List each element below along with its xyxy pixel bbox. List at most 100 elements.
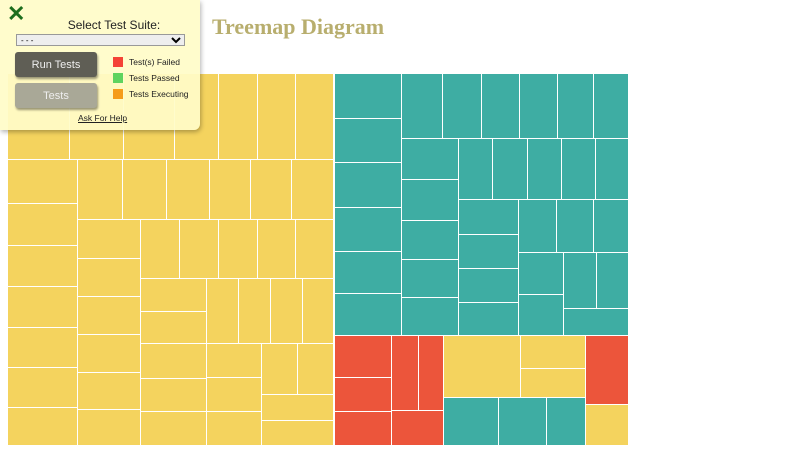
treemap-tile-pending[interactable] [140, 411, 207, 446]
legend-label: Test(s) Failed [129, 57, 181, 67]
treemap-tile-passed[interactable] [593, 73, 629, 139]
treemap-tile-passed[interactable] [518, 252, 564, 295]
treemap-tile-pending[interactable] [585, 404, 629, 446]
treemap-tile-passed[interactable] [563, 308, 629, 336]
treemap-tile-pending[interactable] [7, 407, 78, 446]
treemap-tile-pending[interactable] [7, 203, 78, 246]
treemap-tile-pending[interactable] [291, 159, 334, 220]
treemap-tile-failed[interactable] [334, 377, 392, 412]
treemap-tile-pending[interactable] [77, 296, 141, 335]
treemap-tile-pending[interactable] [7, 245, 78, 287]
treemap-tile-passed[interactable] [334, 162, 402, 208]
treemap-tile-pending[interactable] [297, 343, 334, 395]
treemap-tile-pending[interactable] [206, 343, 262, 378]
treemap-tile-failed[interactable] [391, 410, 444, 446]
ask-for-help-link[interactable]: Ask For Help [78, 113, 128, 123]
treemap-tile-pending[interactable] [295, 219, 334, 279]
treemap-tile-pending[interactable] [270, 278, 303, 344]
treemap-tile-pending[interactable] [261, 394, 334, 421]
treemap-tile-passed[interactable] [458, 234, 519, 269]
treemap-tile-passed[interactable] [595, 138, 629, 200]
treemap-tile-passed[interactable] [557, 73, 594, 139]
treemap-tile-pending[interactable] [140, 311, 207, 344]
tests-button[interactable]: Tests [15, 83, 97, 108]
treemap-tile-pending[interactable] [77, 159, 123, 220]
close-icon[interactable]: ✕ [7, 1, 26, 26]
treemap-tile-passed[interactable] [596, 252, 629, 309]
treemap-tile-passed[interactable] [546, 397, 586, 446]
treemap-tile-pending[interactable] [77, 219, 141, 259]
treemap-tile-passed[interactable] [498, 397, 547, 446]
treemap-tile-failed[interactable] [334, 411, 392, 446]
run-tests-button[interactable]: Run Tests [15, 52, 97, 77]
treemap-tile-passed[interactable] [492, 138, 528, 200]
treemap-tile-passed[interactable] [334, 251, 402, 294]
treemap-tile-pending[interactable] [206, 278, 239, 344]
test-suite-select[interactable]: - - - [16, 34, 185, 46]
treemap-tile-pending[interactable] [302, 278, 334, 344]
treemap-tile-passed[interactable] [593, 199, 629, 253]
treemap-tile-failed[interactable] [334, 335, 392, 378]
treemap-tile-passed[interactable] [401, 138, 459, 180]
treemap-tile-pending[interactable] [218, 219, 258, 279]
treemap-tile-passed[interactable] [401, 179, 459, 221]
treemap-tile-passed[interactable] [334, 118, 402, 163]
treemap-tile-passed[interactable] [518, 294, 564, 336]
treemap-tile-pending[interactable] [218, 73, 258, 160]
treemap-tile-pending[interactable] [520, 368, 586, 398]
treemap-tile-pending[interactable] [140, 278, 207, 312]
treemap-tile-passed[interactable] [334, 293, 402, 336]
treemap-tile-pending[interactable] [238, 278, 271, 344]
treemap-tile-passed[interactable] [527, 138, 562, 200]
treemap-tile-pending[interactable] [122, 159, 167, 220]
treemap-tile-pending[interactable] [520, 335, 586, 369]
treemap-tile-pending[interactable] [209, 159, 251, 220]
treemap-tile-passed[interactable] [334, 73, 402, 119]
treemap-tile-pending[interactable] [179, 219, 219, 279]
treemap-tile-pending[interactable] [7, 367, 78, 408]
treemap-tile-passed[interactable] [458, 138, 493, 200]
treemap-tile-passed[interactable] [458, 268, 519, 303]
treemap-tile-pending[interactable] [140, 343, 207, 379]
treemap-tile-pending[interactable] [295, 73, 334, 160]
treemap-tile-pending[interactable] [77, 372, 141, 410]
treemap-tile-pending[interactable] [77, 409, 141, 446]
treemap-tile-pending[interactable] [166, 159, 210, 220]
treemap-tile-passed[interactable] [401, 297, 459, 336]
treemap-tile-pending[interactable] [77, 258, 141, 297]
treemap-tile-passed[interactable] [458, 199, 519, 235]
treemap-tile-passed[interactable] [561, 138, 596, 200]
treemap-tile-passed[interactable] [519, 73, 558, 139]
legend-passed: Tests Passed [113, 73, 180, 83]
treemap-tile-failed[interactable] [391, 335, 419, 411]
treemap-tile-passed[interactable] [481, 73, 520, 139]
treemap-tile-passed[interactable] [458, 302, 519, 336]
treemap-tile-passed[interactable] [442, 73, 482, 139]
treemap-tile-pending[interactable] [7, 159, 78, 204]
legend-failed: Test(s) Failed [113, 57, 180, 67]
treemap-tile-passed[interactable] [401, 73, 443, 139]
treemap-tile-pending[interactable] [7, 327, 78, 368]
treemap-tile-pending[interactable] [7, 286, 78, 328]
treemap-tile-pending[interactable] [206, 377, 262, 412]
treemap-tile-pending[interactable] [443, 335, 521, 398]
treemap-tile-pending[interactable] [140, 378, 207, 412]
treemap-tile-pending[interactable] [77, 334, 141, 373]
treemap-tile-failed[interactable] [585, 335, 629, 405]
treemap-tile-pending[interactable] [206, 411, 262, 446]
treemap-tile-passed[interactable] [556, 199, 594, 253]
treemap-tile-passed[interactable] [518, 199, 557, 253]
treemap-tile-passed[interactable] [401, 259, 459, 298]
treemap-tile-passed[interactable] [401, 220, 459, 260]
treemap-tile-failed[interactable] [418, 335, 444, 411]
treemap-tile-passed[interactable] [443, 397, 499, 446]
treemap-tile-pending[interactable] [257, 73, 296, 160]
treemap-tile-pending[interactable] [250, 159, 292, 220]
legend-executing: Tests Executing [113, 89, 189, 99]
treemap-tile-passed[interactable] [334, 207, 402, 252]
treemap-tile-pending[interactable] [261, 343, 298, 395]
treemap-tile-pending[interactable] [257, 219, 296, 279]
treemap-tile-passed[interactable] [563, 252, 597, 309]
treemap-tile-pending[interactable] [261, 420, 334, 446]
treemap-tile-pending[interactable] [140, 219, 180, 279]
